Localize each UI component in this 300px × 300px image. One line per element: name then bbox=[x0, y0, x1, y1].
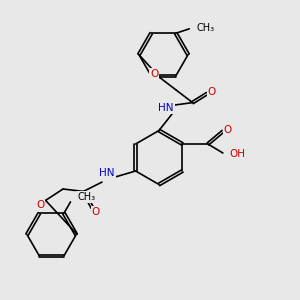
Text: O: O bbox=[92, 207, 100, 218]
Text: O: O bbox=[208, 87, 216, 97]
Text: HN: HN bbox=[99, 168, 115, 178]
Text: CH₃: CH₃ bbox=[197, 23, 215, 33]
Text: O: O bbox=[36, 200, 44, 210]
Text: HN: HN bbox=[158, 103, 174, 113]
Text: CH₃: CH₃ bbox=[77, 192, 95, 203]
Text: OH: OH bbox=[230, 149, 245, 160]
Text: O: O bbox=[224, 125, 232, 135]
Text: O: O bbox=[150, 69, 158, 79]
